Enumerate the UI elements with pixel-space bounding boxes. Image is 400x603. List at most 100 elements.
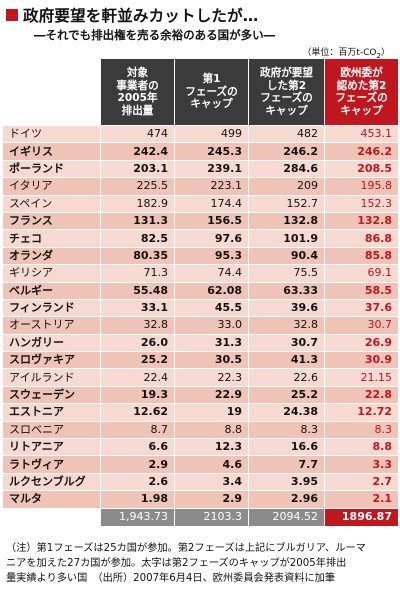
value-cell: 22.3 — [174, 368, 249, 387]
country-cell: マルタ — [2, 490, 101, 509]
country-cell: リトアニア — [2, 438, 101, 457]
value-cell: 19 — [174, 403, 249, 422]
value-cell: 242.4 — [100, 142, 175, 161]
value-cell: 12.3 — [174, 438, 249, 457]
total-cell: 1896.87 — [324, 507, 399, 527]
table-row: ハンガリー 26.0 31.3 30.7 26.9 — [2, 333, 399, 353]
header-corner — [2, 58, 101, 126]
value-cell: 1.98 — [100, 490, 175, 509]
header-eu-approved-cap: 欧州委が 認めた第2 フェーズの キャップ — [324, 58, 399, 126]
value-cell: 12.72 — [324, 403, 399, 422]
value-cell: 152.7 — [248, 194, 325, 213]
value-cell: 132.8 — [248, 211, 325, 231]
value-cell: 31.3 — [174, 333, 249, 353]
value-cell: 25.2 — [100, 351, 175, 370]
value-cell: 22.6 — [248, 368, 325, 387]
table-row: フィンランド 33.1 45.5 39.6 37.6 — [2, 298, 399, 318]
value-cell: 30.9 — [324, 351, 399, 370]
table-row: オランダ 80.35 95.3 90.4 85.8 — [2, 246, 399, 266]
table-row: リトアニア 6.6 12.3 16.6 8.8 — [2, 438, 399, 457]
value-cell: 482 — [248, 124, 325, 144]
country-cell: ハンガリー — [2, 333, 101, 353]
value-cell: 39.6 — [248, 298, 325, 318]
country-cell: ギリシア — [2, 264, 101, 283]
table-row: ドイツ 474 499 482 453.1 — [2, 124, 399, 144]
value-cell: 32.8 — [248, 316, 325, 335]
value-cell: 2.9 — [100, 455, 175, 474]
table-row: ギリシア 71.3 74.4 75.5 69.1 — [2, 264, 399, 283]
value-cell: 195.8 — [324, 177, 399, 196]
title-square-icon — [6, 9, 18, 21]
value-cell: 16.6 — [248, 438, 325, 457]
country-cell: イタリア — [2, 177, 101, 196]
country-cell: フランス — [2, 211, 101, 231]
value-cell: 75.5 — [248, 264, 325, 283]
value-cell: 95.3 — [174, 246, 249, 266]
unit-subscript: 2 — [376, 51, 381, 60]
unit-close: ） — [380, 48, 390, 58]
table-row: スロベニア 8.7 8.8 8.3 8.3 — [2, 420, 399, 440]
country-cell: ラトヴィア — [2, 455, 101, 474]
value-cell: 22.8 — [324, 385, 399, 405]
value-cell: 90.4 — [248, 246, 325, 266]
value-cell: 7.7 — [248, 455, 325, 474]
table-row: イタリア 225.5 223.1 209 195.8 — [2, 177, 399, 196]
country-cell: アイルランド — [2, 368, 101, 387]
table-body: ドイツ 474 499 482 453.1 イギリス 242.4 245.3 246.2 246.… — [2, 124, 399, 527]
value-cell: 82.5 — [100, 229, 175, 248]
value-cell: 30.5 — [174, 351, 249, 370]
value-cell: 24.38 — [248, 403, 325, 422]
value-cell: 2.96 — [248, 490, 325, 509]
title-row: 政府要望を軒並みカットしたが… — [6, 4, 259, 26]
table-row: ポーランド 203.1 239.1 284.6 208.5 — [2, 159, 399, 179]
country-cell: ドイツ — [2, 124, 101, 144]
value-cell: 41.3 — [248, 351, 325, 370]
country-cell: ルクセンブルグ — [2, 472, 101, 492]
value-cell: 30.7 — [248, 333, 325, 353]
value-cell: 3.3 — [324, 455, 399, 474]
value-cell: 132.8 — [324, 211, 399, 231]
value-cell: 21.15 — [324, 368, 399, 387]
value-cell: 8.8 — [324, 438, 399, 457]
value-cell: 86.8 — [324, 229, 399, 248]
value-cell: 85.8 — [324, 246, 399, 266]
value-cell: 33.1 — [100, 298, 175, 318]
value-cell: 246.2 — [248, 142, 325, 161]
value-cell: 62.08 — [174, 281, 249, 300]
emissions-table: 対象 事業者の 2005年 排出量 第1 フェーズの キャップ 政府が要望 した第2 フェーズ… — [2, 58, 399, 527]
value-cell: 453.1 — [324, 124, 399, 144]
value-cell: 69.1 — [324, 264, 399, 283]
value-cell: 474 — [100, 124, 175, 144]
unit-label: （単位：百万t-CO2） — [302, 45, 390, 60]
value-cell: 97.6 — [174, 229, 249, 248]
total-blank-cell — [2, 507, 101, 527]
country-cell: フィンランド — [2, 298, 101, 318]
value-cell: 203.1 — [100, 159, 175, 179]
table-row: エストニア 12.62 19 24.38 12.72 — [2, 403, 399, 422]
value-cell: 26.9 — [324, 333, 399, 353]
country-cell: スペイン — [2, 194, 101, 213]
value-cell: 131.3 — [100, 211, 175, 231]
table-row: ベルギー 55.48 62.08 63.33 58.5 — [2, 281, 399, 300]
value-cell: 8.3 — [248, 420, 325, 440]
country-cell: ベルギー — [2, 281, 101, 300]
value-cell: 2.1 — [324, 490, 399, 509]
total-cell: 1,943.73 — [100, 507, 175, 527]
footnote: （注）第1フェーズは25カ国が参加。第2フェーズは上記にブルガリア、ルーマ ニア… — [6, 541, 396, 586]
value-cell: 26.0 — [100, 333, 175, 353]
table-row: スウェーデン 19.3 22.9 25.2 22.8 — [2, 385, 399, 405]
header-phase1-cap: 第1 フェーズの キャップ — [174, 58, 249, 126]
value-cell: 30.7 — [324, 316, 399, 335]
country-cell: ポーランド — [2, 159, 101, 179]
value-cell: 174.4 — [174, 194, 249, 213]
value-cell: 32.8 — [100, 316, 175, 335]
value-cell: 33.0 — [174, 316, 249, 335]
table-row: オーストリア 32.8 33.0 32.8 30.7 — [2, 316, 399, 335]
table-row: フランス 131.3 156.5 132.8 132.8 — [2, 211, 399, 231]
country-cell: オランダ — [2, 246, 101, 266]
value-cell: 6.6 — [100, 438, 175, 457]
total-cell: 2103.3 — [174, 507, 249, 527]
value-cell: 239.1 — [174, 159, 249, 179]
value-cell: 8.7 — [100, 420, 175, 440]
value-cell: 182.9 — [100, 194, 175, 213]
